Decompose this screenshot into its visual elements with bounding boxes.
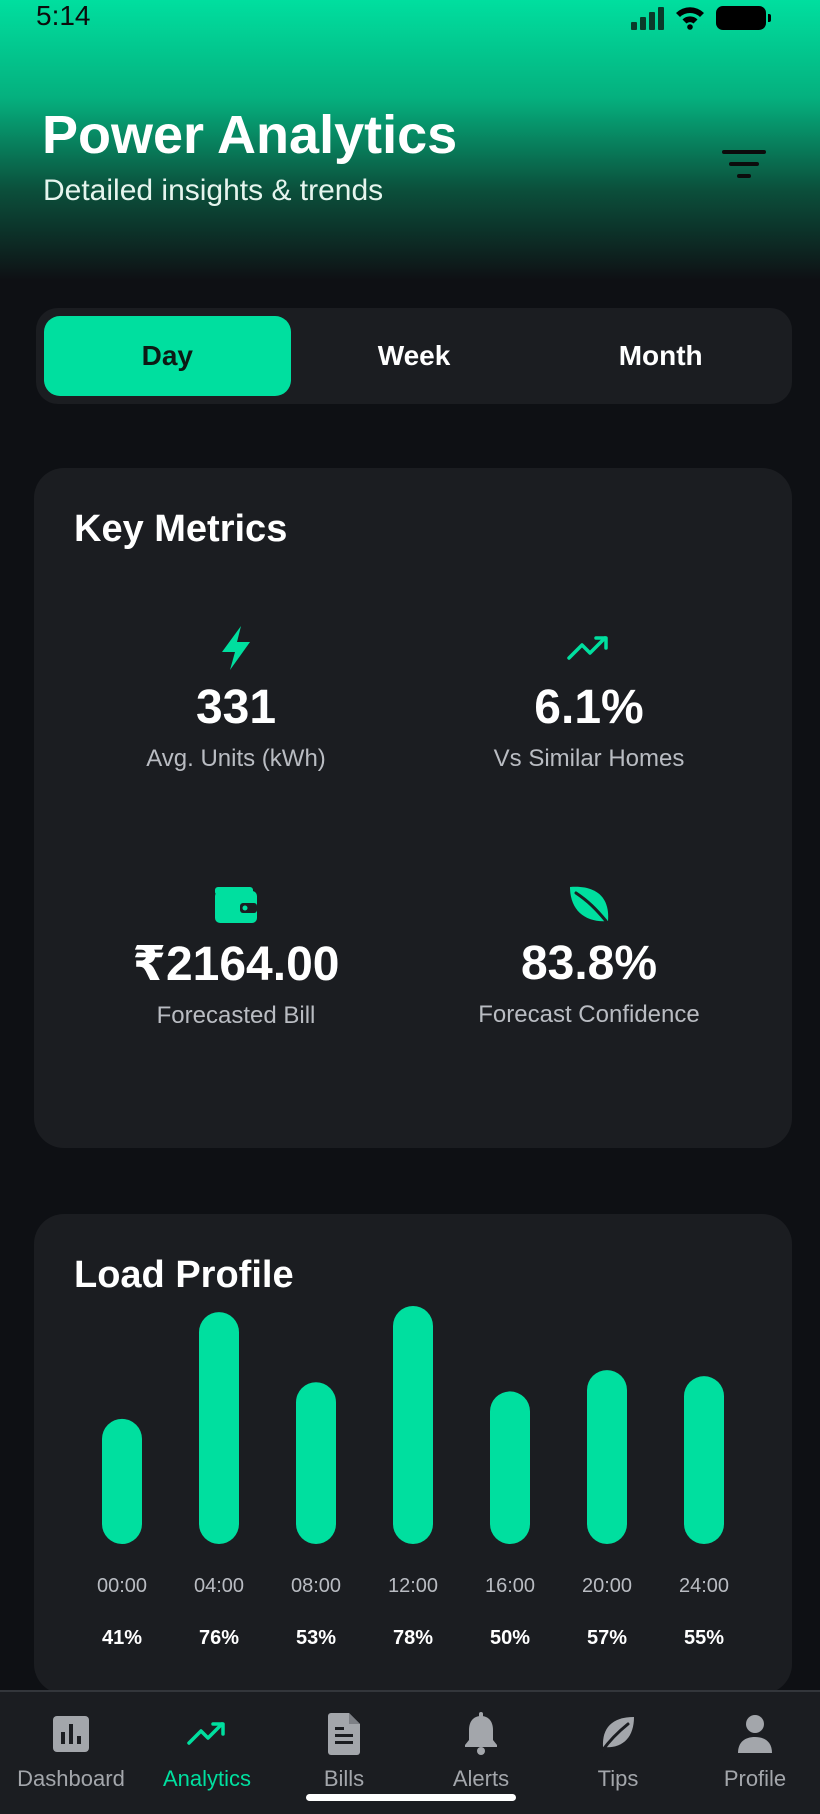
page-title: Power Analytics [42, 105, 458, 165]
bar-20:00 [587, 1370, 627, 1544]
page-subtitle: Detailed insights & trends [43, 174, 384, 207]
nav-dashboard[interactable]: Dashboard [3, 1710, 139, 1792]
bar-value-label: 57% [587, 1627, 627, 1649]
metric-label: Vs Similar Homes [493, 745, 685, 772]
key-metrics-title: Key Metrics [74, 508, 288, 550]
metric-value: 83.8% [520, 937, 658, 990]
wallet-icon [213, 880, 259, 928]
x-tick-label: 00:00 [97, 1575, 147, 1597]
x-tick-label: 12:00 [388, 1575, 438, 1597]
nav-label: Analytics [162, 1766, 252, 1791]
metric-label: Forecast Confidence [478, 1001, 700, 1028]
bar-12:00 [393, 1306, 433, 1544]
x-tick-label: 04:00 [194, 1575, 244, 1597]
metric-vs-similar-homes: 6.1% Vs Similar Homes [419, 624, 759, 773]
load-profile-card: Load Profile 00:00 41% 04:00 76% 08:00 53% 12:… [34, 1214, 792, 1694]
leaf-icon [566, 880, 612, 928]
document-icon [326, 1710, 362, 1758]
nav-analytics[interactable]: Analytics [139, 1710, 275, 1792]
bar-24:00 [684, 1376, 724, 1544]
metric-avg-units: 331 Avg. Units (kWh) [66, 624, 406, 773]
lightning-icon [216, 624, 256, 672]
nav-tips[interactable]: Tips [550, 1710, 686, 1792]
nav-profile[interactable]: Profile [687, 1710, 820, 1792]
leaf-icon [598, 1710, 638, 1758]
bar-value-label: 55% [684, 1627, 724, 1649]
header-gradient [0, 0, 820, 280]
bar-00:00 [102, 1418, 142, 1544]
nav-label: Alerts [452, 1766, 510, 1791]
bar-chart-icon [51, 1710, 91, 1758]
metric-label: Avg. Units (kWh) [146, 745, 326, 772]
nav-bills[interactable]: Bills [276, 1710, 412, 1792]
wifi-icon [676, 7, 704, 30]
tab-month[interactable]: Month [618, 340, 703, 371]
bar-value-label: 50% [490, 1627, 530, 1649]
metric-forecasted-bill: ₹2164.00 Forecasted Bill [66, 880, 406, 1030]
bar-value-label: 41% [102, 1627, 142, 1649]
bar-value-label: 78% [393, 1627, 433, 1649]
nav-label: Tips [597, 1766, 639, 1791]
bar-04:00 [199, 1312, 239, 1544]
trending-up-icon [186, 1710, 228, 1758]
nav-label: Dashboard [17, 1766, 125, 1791]
nav-label: Bills [323, 1766, 365, 1791]
trending-up-icon [565, 624, 613, 672]
tab-day[interactable]: Day [44, 316, 291, 396]
x-tick-label: 08:00 [291, 1575, 341, 1597]
home-indicator [306, 1794, 516, 1801]
bar-value-label: 53% [296, 1627, 336, 1649]
load-profile-title: Load Profile [74, 1254, 294, 1296]
status-time: 5:14 [36, 0, 91, 31]
metric-label: Forecasted Bill [156, 1002, 316, 1029]
x-tick-label: 16:00 [485, 1575, 535, 1597]
period-tabs: Day Week Month [36, 308, 792, 404]
nav-label: Profile [723, 1766, 787, 1791]
bell-icon [462, 1710, 500, 1758]
metric-forecast-confidence: 83.8% Forecast Confidence [419, 880, 759, 1029]
person-icon [735, 1710, 775, 1758]
filter-button[interactable] [716, 144, 772, 184]
tab-week[interactable]: Week [377, 340, 451, 371]
metric-value: ₹2164.00 [132, 938, 340, 991]
x-tick-label: 24:00 [679, 1575, 729, 1597]
battery-icon [716, 6, 771, 30]
nav-alerts[interactable]: Alerts [413, 1710, 549, 1792]
x-tick-label: 20:00 [582, 1575, 632, 1597]
bar-value-label: 76% [199, 1627, 239, 1649]
metric-value: 6.1% [534, 681, 644, 734]
filter-icon [722, 150, 766, 178]
status-icons [631, 2, 771, 30]
signal-icon [631, 6, 664, 30]
load-profile-chart: 00:00 41% 04:00 76% 08:00 53% 12:00 78% 16:00 50%… [97, 1306, 729, 1649]
bottom-nav: Dashboard Analytics Bills Alerts Tips Pr… [0, 1690, 820, 1814]
metric-value: 331 [195, 681, 277, 734]
key-metrics-card: Key Metrics 331 Avg. Units (kWh) 6.1% Vs… [34, 468, 792, 1148]
bar-16:00 [490, 1391, 530, 1544]
status-bar: 5:14 [0, 0, 820, 34]
bar-08:00 [296, 1382, 336, 1544]
